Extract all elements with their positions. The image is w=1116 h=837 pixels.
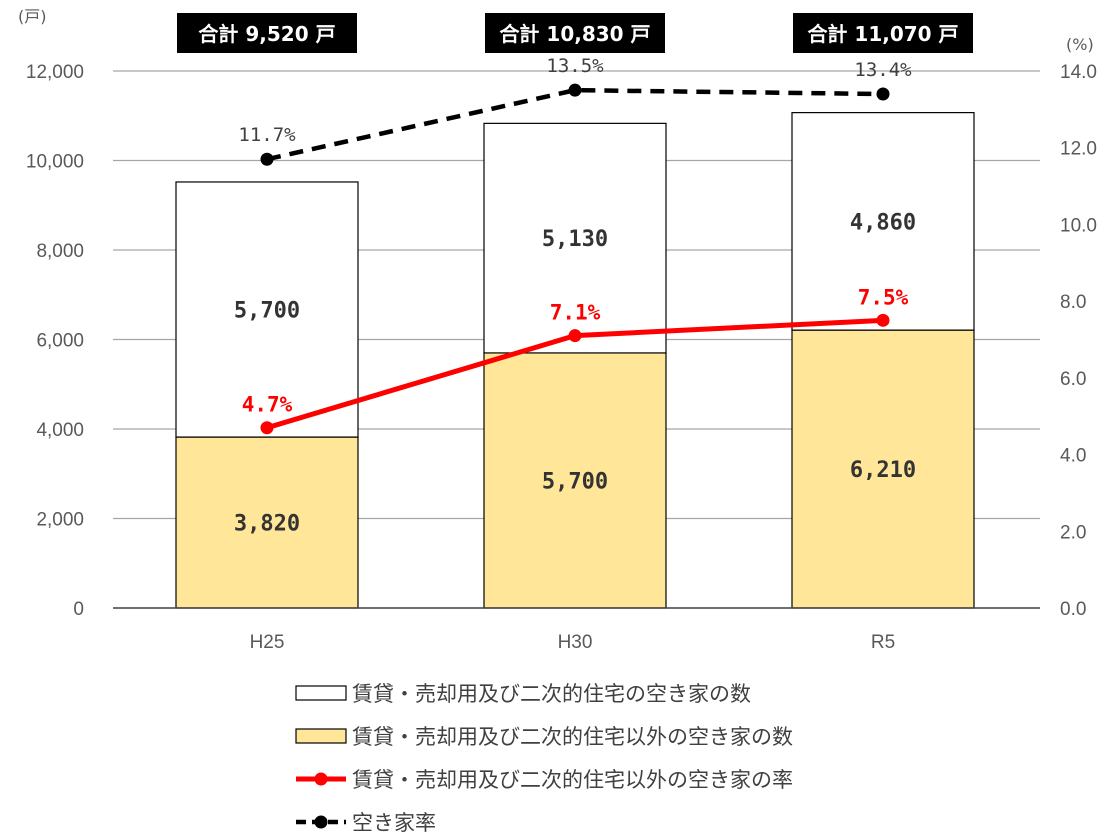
legend-label: 賃貸・売却用及び二次的住宅の空き家の数 — [352, 682, 751, 706]
line-point — [876, 87, 890, 101]
y-right-tick-label: 14.0 — [1060, 62, 1097, 83]
y-left-tick-label: 12,000 — [26, 62, 84, 83]
legend-swatch — [295, 685, 347, 701]
total-badge — [485, 13, 665, 53]
bar-value-label: 4,860 — [850, 210, 916, 235]
y-left-tick-label: 10,000 — [26, 152, 84, 173]
line-value-label: 13.4% — [854, 59, 912, 81]
bar-upper-segment — [175, 181, 359, 438]
bars — [175, 112, 975, 609]
y-left-tick-label: 0 — [73, 599, 84, 620]
total-badge — [793, 13, 973, 53]
bar-upper-segment — [483, 122, 667, 354]
line-value-label: 11.7% — [238, 124, 296, 146]
bar-value-label: 6,210 — [850, 458, 916, 483]
y-right-tick-label: 2.0 — [1060, 522, 1086, 543]
total-badge-label: 合計 9,520 戸 — [198, 22, 335, 46]
y-left-tick-label: 6,000 — [36, 331, 84, 352]
vacancy-rate-line — [266, 87, 884, 162]
total-badge-label: 合計 10,830 戸 — [499, 22, 650, 46]
legend-label: 賃貸・売却用及び二次的住宅以外の空き家の率 — [352, 768, 793, 792]
x-tick-label: H25 — [250, 632, 285, 653]
y-left-tick-label: 8,000 — [36, 241, 84, 262]
line-value-label: 7.1% — [550, 301, 601, 325]
y-right-tick-label: 12.0 — [1060, 139, 1097, 160]
total-badge-label: 合計 11,070 戸 — [807, 22, 958, 46]
bar-lower-segment — [483, 352, 667, 609]
legend-label: 賃貸・売却用及び二次的住宅以外の空き家の数 — [352, 725, 793, 749]
x-tick-label: R5 — [871, 632, 895, 653]
y-right-tick-label: 4.0 — [1060, 446, 1086, 467]
bar-value-label: 3,820 — [234, 512, 300, 537]
line-point — [260, 152, 274, 166]
legend-marker — [314, 772, 328, 786]
bar-value-label: 5,130 — [542, 227, 608, 252]
bar-value-label: 5,700 — [542, 469, 608, 494]
line-point — [568, 329, 582, 343]
x-tick-label: H30 — [558, 632, 593, 653]
data-labels: 3,820 5,700 5,700 5,130 6,210 4,860 4.7% 7.1% 7.… — [234, 55, 916, 536]
line-value-label: 13.5% — [546, 55, 604, 77]
legend: 賃貸・売却用及び二次的住宅の空き家の数賃貸・売却用及び二次的住宅以外の空き家の数… — [295, 682, 793, 835]
line-series — [260, 83, 890, 435]
legend-swatch — [295, 728, 347, 744]
bar-value-label: 5,700 — [234, 299, 300, 324]
legend-label: 空き家率 — [352, 811, 436, 835]
y-right-tick-label: 8.0 — [1060, 292, 1086, 313]
line-point — [260, 421, 274, 435]
total-badge — [177, 13, 357, 53]
line-value-label: 4.7% — [242, 393, 293, 417]
total-badges: 合計 9,520 戸 合計 10,830 戸 合計 11,070 戸 — [177, 13, 973, 53]
y-right-tick-label: 10.0 — [1060, 215, 1097, 236]
line-value-label: 7.5% — [858, 285, 909, 309]
bar-lower-segment — [791, 329, 975, 609]
right-axis-unit: (%) — [1066, 35, 1094, 54]
bar-upper-segment — [791, 112, 975, 331]
axes: 0 2,000 4,000 6,000 8,000 10,000 12,000 0.0 2.0 4… — [26, 62, 1097, 653]
legend-marker — [314, 815, 328, 829]
line-point — [568, 83, 582, 97]
left-axis-unit: (戸) — [18, 7, 47, 26]
line-point — [876, 313, 890, 327]
y-left-tick-label: 2,000 — [36, 510, 84, 531]
y-right-tick-label: 0.0 — [1060, 599, 1086, 620]
y-left-tick-label: 4,000 — [36, 420, 84, 441]
y-right-tick-label: 6.0 — [1060, 369, 1086, 390]
